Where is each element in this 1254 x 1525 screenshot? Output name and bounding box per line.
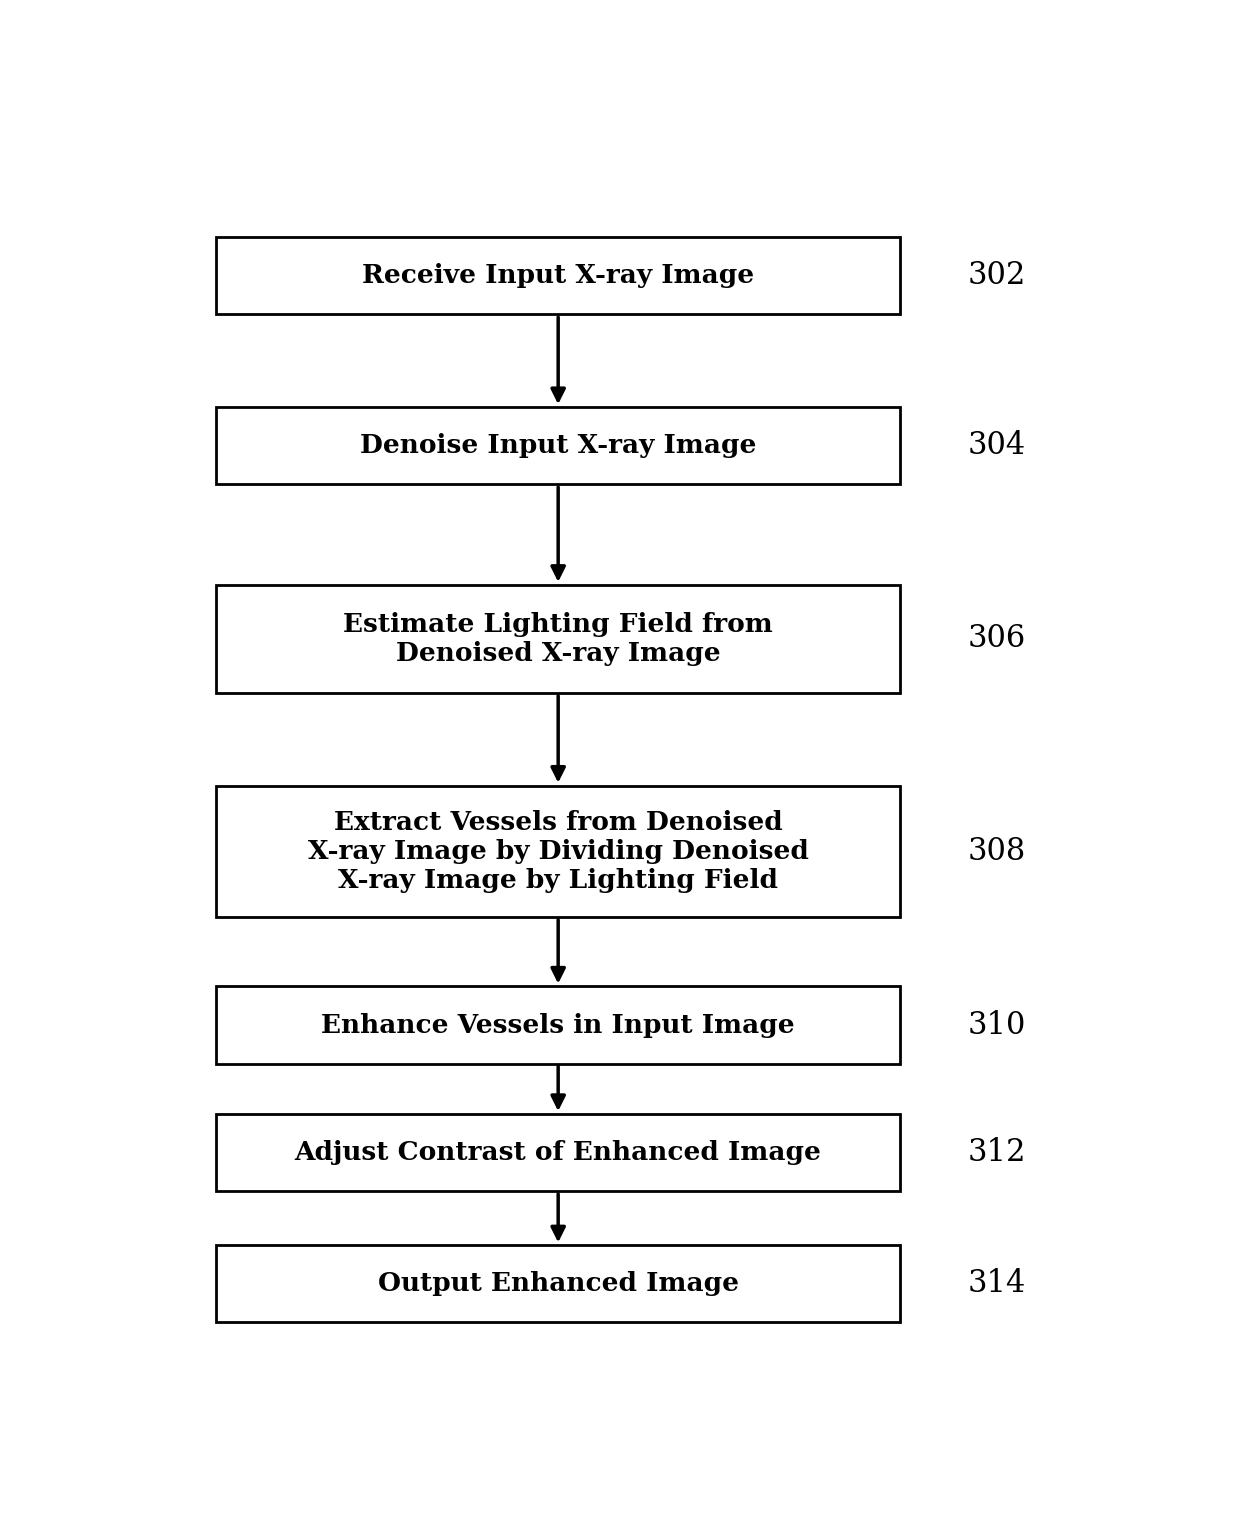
FancyBboxPatch shape [216,1246,900,1322]
Text: Adjust Contrast of Enhanced Image: Adjust Contrast of Enhanced Image [295,1141,821,1165]
Text: 310: 310 [968,1010,1027,1040]
FancyBboxPatch shape [216,236,900,314]
Text: 302: 302 [968,261,1027,291]
FancyBboxPatch shape [216,584,900,692]
Text: 304: 304 [968,430,1026,461]
Text: Denoise Input X-ray Image: Denoise Input X-ray Image [360,433,756,458]
Text: 308: 308 [968,836,1026,866]
FancyBboxPatch shape [216,987,900,1064]
FancyBboxPatch shape [216,407,900,485]
FancyBboxPatch shape [216,785,900,917]
Text: Extract Vessels from Denoised
X-ray Image by Dividing Denoised
X-ray Image by Li: Extract Vessels from Denoised X-ray Imag… [307,810,809,892]
FancyBboxPatch shape [216,1113,900,1191]
Text: Enhance Vessels in Input Image: Enhance Vessels in Input Image [321,1013,795,1037]
Text: 314: 314 [968,1269,1026,1299]
Text: Receive Input X-ray Image: Receive Input X-ray Image [362,264,754,288]
Text: Estimate Lighting Field from
Denoised X-ray Image: Estimate Lighting Field from Denoised X-… [344,612,772,666]
Text: 306: 306 [968,624,1026,654]
Text: Output Enhanced Image: Output Enhanced Image [377,1272,739,1296]
Text: 312: 312 [968,1138,1027,1168]
